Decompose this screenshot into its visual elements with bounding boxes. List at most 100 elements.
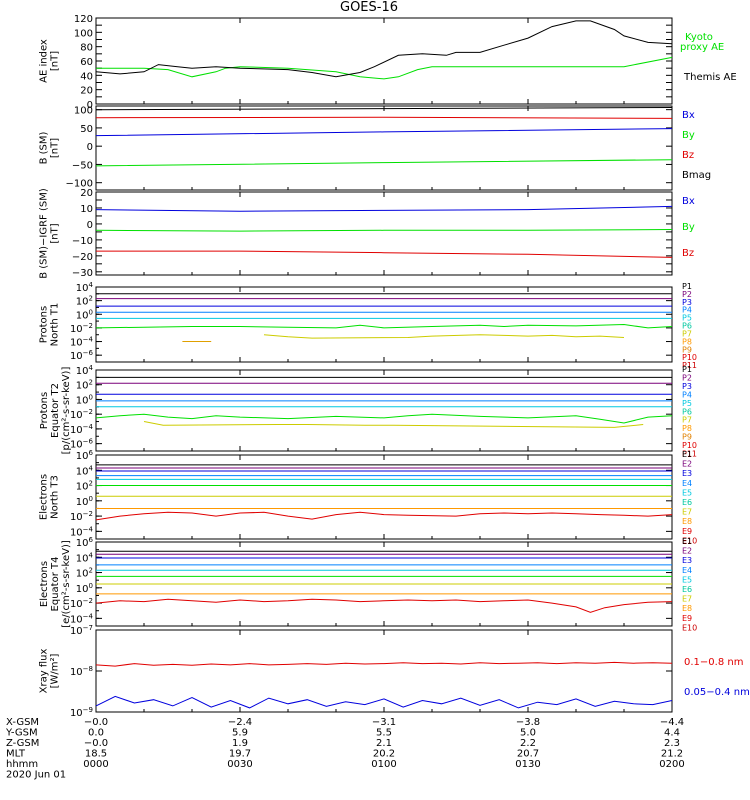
x-axis-value: 0000 — [83, 759, 108, 770]
x-axis-row-label: MLT — [6, 749, 26, 760]
legend-label: P8 — [682, 424, 692, 433]
series-line — [95, 229, 673, 232]
panel-frame — [95, 17, 673, 105]
x-axis-value: 5.9 — [232, 728, 248, 739]
legend-label: Bx — [682, 196, 695, 207]
legend-label: P4 — [682, 306, 692, 315]
y-tick-label: 104 — [76, 364, 94, 377]
y-tick-label: −10 — [72, 236, 93, 247]
legend-label: E1 — [682, 537, 692, 546]
y-axis-label: [nT] — [50, 51, 61, 71]
y-tick-label: 102 — [76, 379, 93, 392]
legend-label: E7 — [682, 508, 692, 517]
x-axis-value: 20.7 — [517, 749, 539, 760]
x-axis-value: 2.3 — [664, 738, 680, 749]
x-axis-value: −0.0 — [84, 738, 108, 749]
legend-label: E9 — [682, 527, 692, 536]
y-tick-label: 104 — [76, 281, 94, 294]
series-line — [95, 323, 673, 329]
y-axis-label: Equator T4 — [50, 557, 61, 612]
date-label: 2020 Jun 01 — [6, 770, 66, 781]
x-axis-value: 0.0 — [88, 728, 104, 739]
legend-label: E7 — [682, 595, 692, 604]
legend-label: E4 — [682, 479, 692, 488]
series-line — [96, 250, 673, 258]
series-line — [95, 695, 673, 709]
series-line — [95, 116, 673, 119]
x-axis-row-label: Z-GSM — [6, 738, 39, 749]
legend-label: E8 — [682, 517, 692, 526]
legend-label: E9 — [682, 614, 692, 623]
y-tick-label: 10 — [80, 204, 93, 215]
y-tick-label: 104 — [76, 464, 94, 477]
y-tick-label: 10−7 — [70, 624, 93, 637]
y-tick-label: 10−2 — [70, 322, 93, 335]
legend-label: E3 — [682, 469, 692, 478]
x-axis-value: 4.4 — [664, 728, 680, 739]
y-tick-label: 100 — [76, 308, 93, 321]
y-tick-label: 106 — [76, 536, 94, 549]
legend-label: proxy AE — [680, 42, 724, 53]
panel-bigrf: −30 −20 −10 0 10 20 B (SM)−IGRF (SM) [nT] Bx By Bz — [39, 188, 695, 279]
y-tick-label: 10−2 — [70, 408, 93, 421]
y-tick-label: 100 — [74, 106, 93, 117]
x-axis-value: 20.2 — [373, 749, 395, 760]
legend-label: P8 — [682, 337, 692, 346]
x-axis-value: −4.4 — [660, 717, 684, 728]
legend-label: Themis AE — [683, 72, 737, 83]
legend-label: E10 — [682, 623, 697, 632]
legend-label: By — [682, 222, 695, 233]
y-tick-label: 106 — [76, 449, 94, 462]
series-line — [95, 205, 673, 212]
series-line — [95, 598, 673, 613]
y-tick-label: 10−2 — [70, 510, 93, 523]
y-tick-label: −100 — [66, 179, 93, 190]
legend-label: E2 — [682, 547, 692, 556]
series-line — [95, 413, 673, 424]
panel-bsm: −100 −50 0 50 100 B (SM) [nT] Bx By Bz Bmag — [39, 105, 711, 191]
x-axis-row-label: hhmm — [6, 759, 38, 770]
y-tick-label: 104 — [76, 551, 94, 564]
y-tick-label: −20 — [72, 252, 93, 263]
y-axis-label: [nT] — [50, 223, 61, 243]
legend-label: P7 — [682, 330, 692, 339]
legend-label: P10 — [682, 353, 697, 362]
y-tick-label: 100 — [76, 582, 93, 595]
y-axis-label: B (SM) — [39, 131, 50, 164]
legend-label: P10 — [682, 441, 697, 450]
y-axis-label: North T1 — [50, 303, 61, 347]
y-axis-label: North T3 — [50, 475, 61, 519]
legend-label: E3 — [682, 556, 692, 565]
y-tick-label: 60 — [80, 57, 93, 68]
x-axis-value: 18.5 — [85, 749, 107, 760]
y-tick-label: 0 — [87, 142, 93, 153]
legend-label: P5 — [682, 399, 692, 408]
legend-label: P7 — [682, 416, 692, 425]
series-line — [95, 20, 673, 78]
legend-label: 0.1−0.8 nm — [684, 657, 743, 668]
series-line — [95, 107, 673, 111]
y-tick-label: 100 — [76, 495, 93, 508]
y-tick-label: 10−2 — [70, 597, 93, 610]
legend-label: E6 — [682, 498, 692, 507]
x-axis-value: 5.0 — [520, 728, 536, 739]
legend-label: P1 — [682, 365, 692, 374]
legend-label: By — [682, 130, 695, 141]
y-axis-label: AE index — [39, 39, 50, 83]
series-line — [95, 128, 673, 137]
x-axis-value: 19.7 — [229, 749, 251, 760]
x-axis-value: 0200 — [659, 759, 684, 770]
x-axis-value: −0.0 — [84, 717, 108, 728]
y-axis-label: Equator T2 — [50, 383, 61, 438]
legend-label: P6 — [682, 407, 692, 416]
legend-label: E4 — [682, 566, 692, 575]
y-axis-label: Xray flux — [39, 649, 50, 694]
panel-frame — [95, 369, 673, 452]
legend-label: Bx — [682, 110, 695, 121]
y-tick-label: 0 — [87, 220, 93, 231]
y-tick-label: 20 — [80, 86, 93, 97]
legend-label: P5 — [682, 314, 692, 323]
